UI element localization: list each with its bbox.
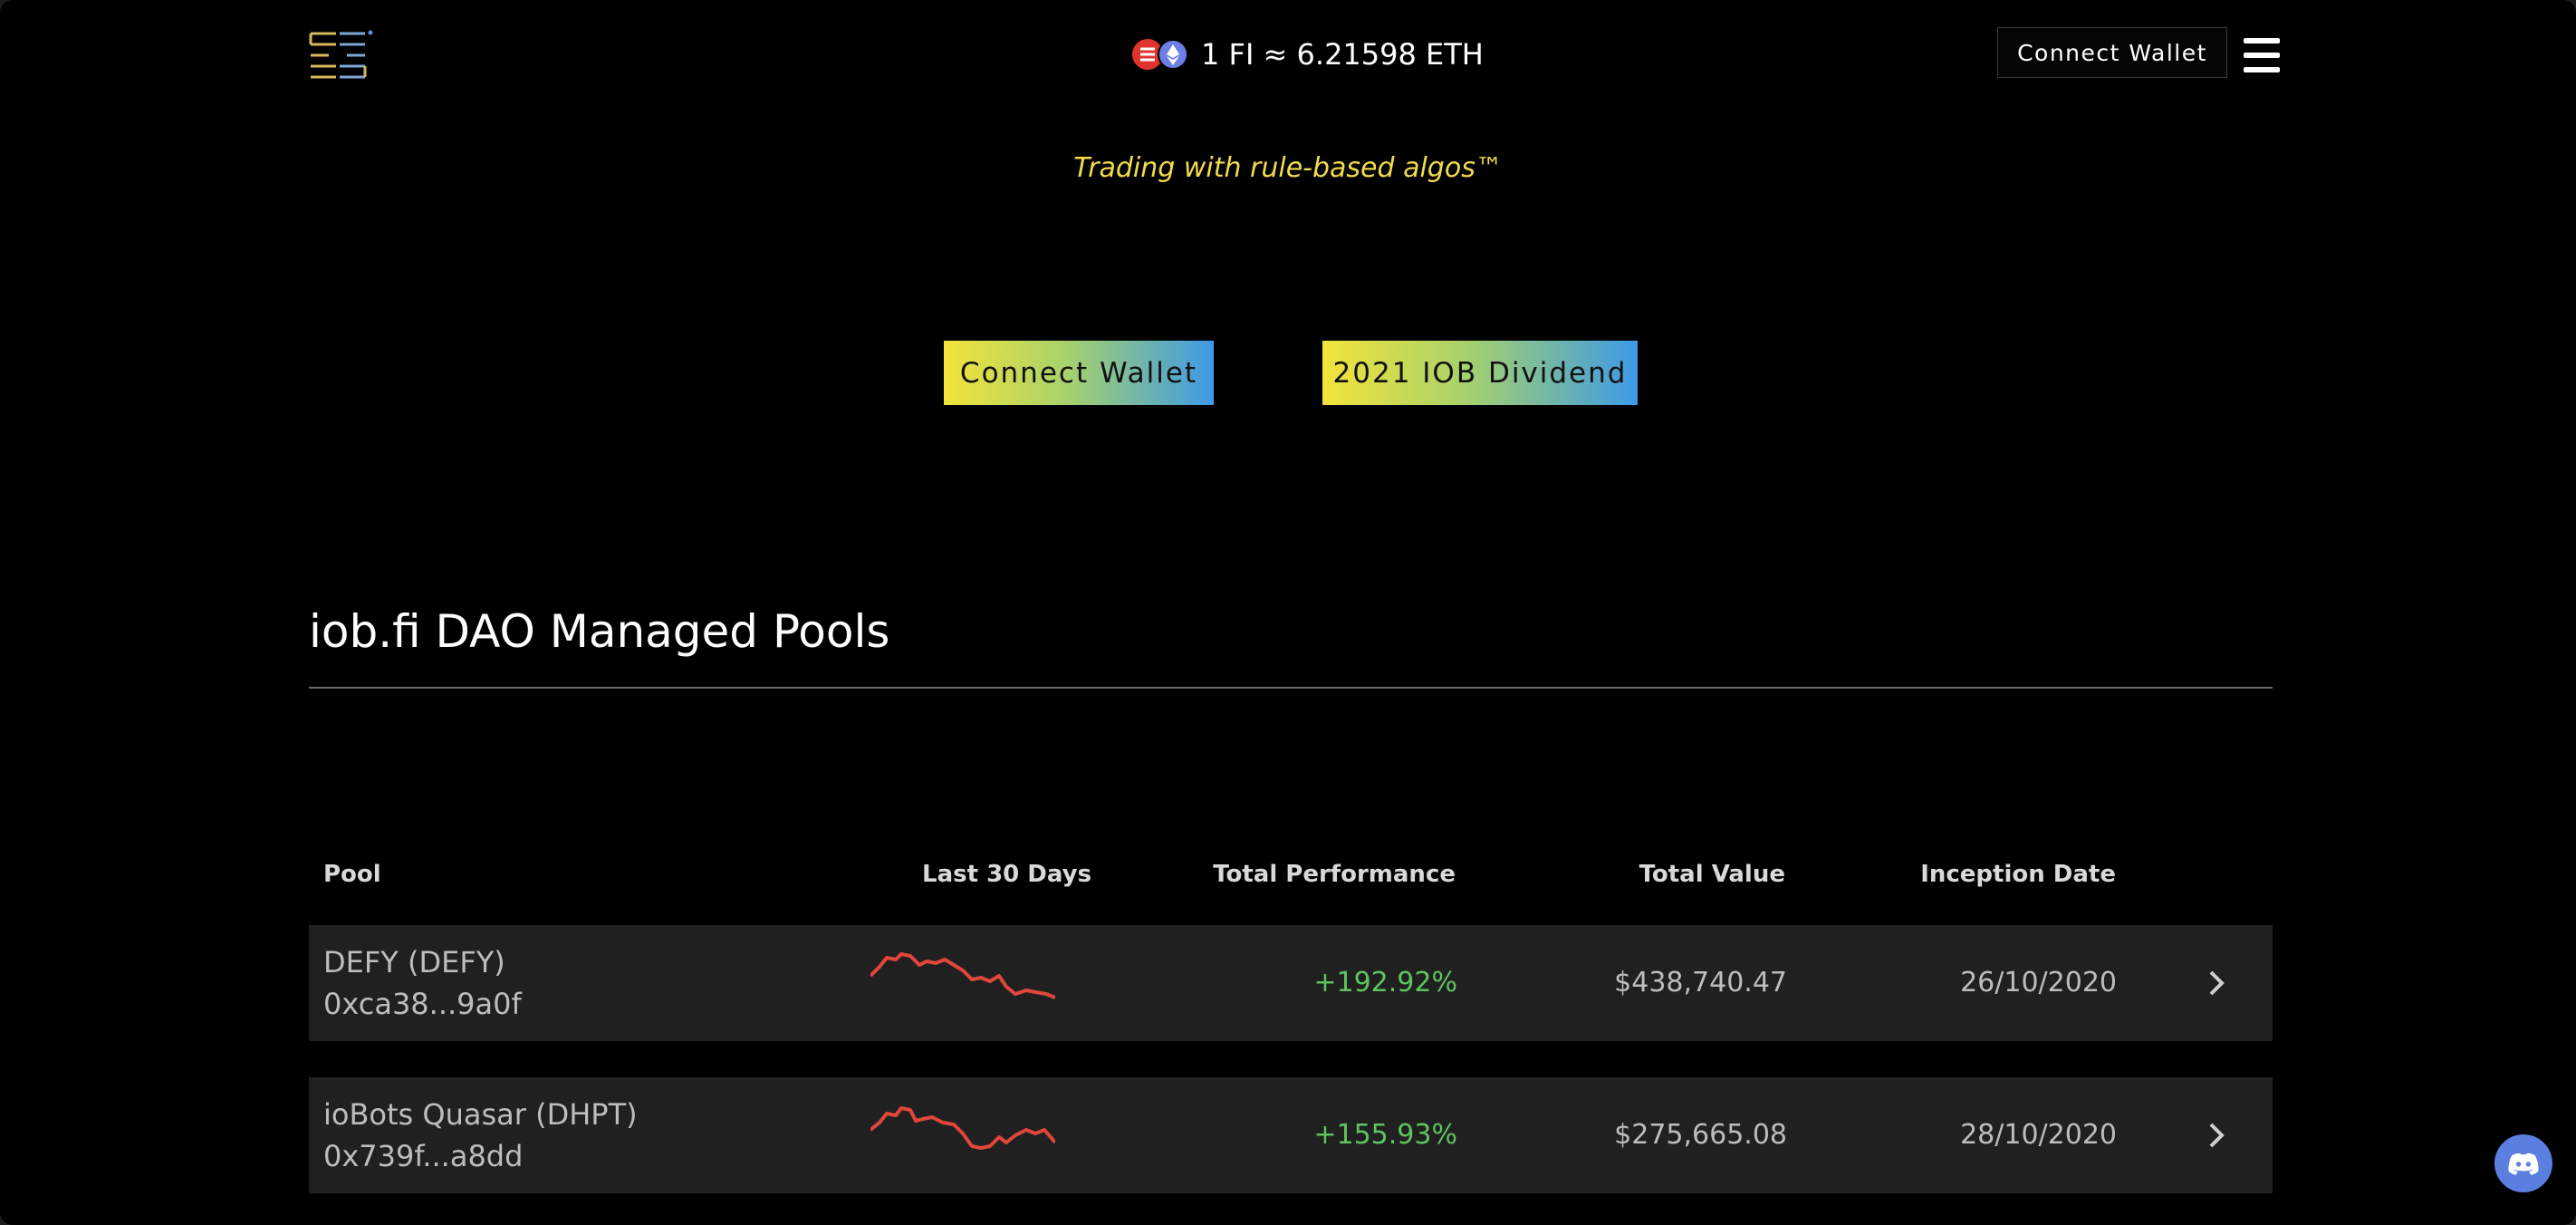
coin-pair-icons xyxy=(1132,37,1192,72)
hero-tagline: Trading with rule-based algos™ xyxy=(1073,152,1503,184)
iob-logo-icon[interactable] xyxy=(309,30,374,82)
pool-row[interactable]: DEFY (DEFY) 0xca38...9a0f +192.92% $438,… xyxy=(309,925,2273,1041)
section-title: iob.fi DAO Managed Pools xyxy=(309,605,890,658)
fi-eth-price: 1 FI ≈ 6.21598 ETH xyxy=(1132,34,1484,74)
pool-name: ioBots Quasar (DHPT) xyxy=(323,1097,638,1132)
pool-address: 0xca38...9a0f xyxy=(323,987,522,1021)
chevron-right-icon[interactable] xyxy=(2206,967,2227,999)
hamburger-menu-icon[interactable] xyxy=(2244,38,2280,72)
discord-icon[interactable] xyxy=(2494,1134,2552,1192)
eth-coin-icon xyxy=(1158,39,1188,70)
connect-wallet-header-button[interactable]: Connect Wallet xyxy=(1997,27,2227,78)
column-header-last-30-days: Last 30 Days xyxy=(922,861,1092,888)
total-value: $438,740.47 xyxy=(1614,967,1787,998)
column-header-pool: Pool xyxy=(323,861,381,888)
iob-dividend-button[interactable]: 2021 IOB Dividend xyxy=(1322,341,1638,405)
sparkline-chart xyxy=(870,952,1055,999)
price-text: 1 FI ≈ 6.21598 ETH xyxy=(1201,37,1484,72)
total-performance: +155.93% xyxy=(1313,1119,1457,1151)
connect-wallet-button[interactable]: Connect Wallet xyxy=(944,341,1214,405)
inception-date: 28/10/2020 xyxy=(1960,1119,2117,1151)
total-performance: +192.92% xyxy=(1313,967,1457,998)
pool-name: DEFY (DEFY) xyxy=(323,945,505,979)
total-value: $275,665.08 xyxy=(1614,1119,1787,1151)
section-divider xyxy=(309,687,2273,689)
pool-address: 0x739f...a8dd xyxy=(323,1139,524,1173)
column-header-total-value: Total Value xyxy=(1639,861,1785,888)
column-header-total-performance: Total Performance xyxy=(1213,861,1456,888)
chevron-right-icon[interactable] xyxy=(2206,1119,2227,1152)
inception-date: 26/10/2020 xyxy=(1960,967,2117,998)
sparkline-chart xyxy=(870,1106,1055,1150)
column-header-inception-date: Inception Date xyxy=(1920,861,2116,888)
pool-row[interactable]: ioBots Quasar (DHPT) 0x739f...a8dd +155.… xyxy=(309,1077,2273,1193)
